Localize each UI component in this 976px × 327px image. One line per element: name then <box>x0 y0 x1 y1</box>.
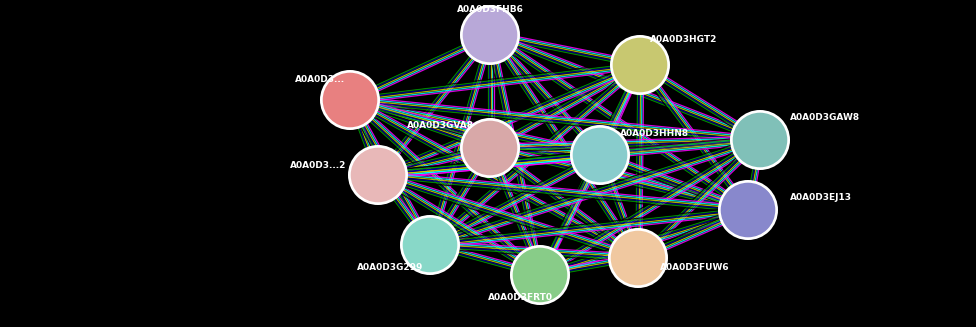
Circle shape <box>512 247 568 303</box>
Circle shape <box>612 37 668 93</box>
Circle shape <box>570 125 630 185</box>
Circle shape <box>460 118 520 178</box>
Text: A0A0D3FHB6: A0A0D3FHB6 <box>457 6 523 14</box>
Circle shape <box>610 35 670 95</box>
Text: A0A0D3HGT2: A0A0D3HGT2 <box>650 36 717 44</box>
Circle shape <box>608 228 668 288</box>
Circle shape <box>322 72 378 128</box>
Text: A0A0D3GAW8: A0A0D3GAW8 <box>790 113 860 123</box>
Text: A0A0D3GVA8: A0A0D3GVA8 <box>406 122 473 130</box>
Circle shape <box>718 180 778 240</box>
Text: A0A0D3EJ13: A0A0D3EJ13 <box>790 194 852 202</box>
Circle shape <box>732 112 788 168</box>
Text: A0A0D3...2: A0A0D3...2 <box>290 161 346 169</box>
Circle shape <box>610 230 666 286</box>
Text: A0A0D3...: A0A0D3... <box>295 76 346 84</box>
Text: A0A0D3FUW6: A0A0D3FUW6 <box>660 264 730 272</box>
Circle shape <box>400 215 460 275</box>
Circle shape <box>320 70 380 130</box>
Circle shape <box>402 217 458 273</box>
Circle shape <box>462 120 518 176</box>
Circle shape <box>460 5 520 65</box>
Circle shape <box>350 147 406 203</box>
Text: A0A0D3G299: A0A0D3G299 <box>357 264 424 272</box>
Circle shape <box>730 110 790 170</box>
Circle shape <box>348 145 408 205</box>
Circle shape <box>720 182 776 238</box>
Text: A0A0D3FRT0: A0A0D3FRT0 <box>487 294 552 302</box>
Circle shape <box>462 7 518 63</box>
Circle shape <box>572 127 628 183</box>
Circle shape <box>510 245 570 305</box>
Text: A0A0D3HHN8: A0A0D3HHN8 <box>620 129 689 137</box>
